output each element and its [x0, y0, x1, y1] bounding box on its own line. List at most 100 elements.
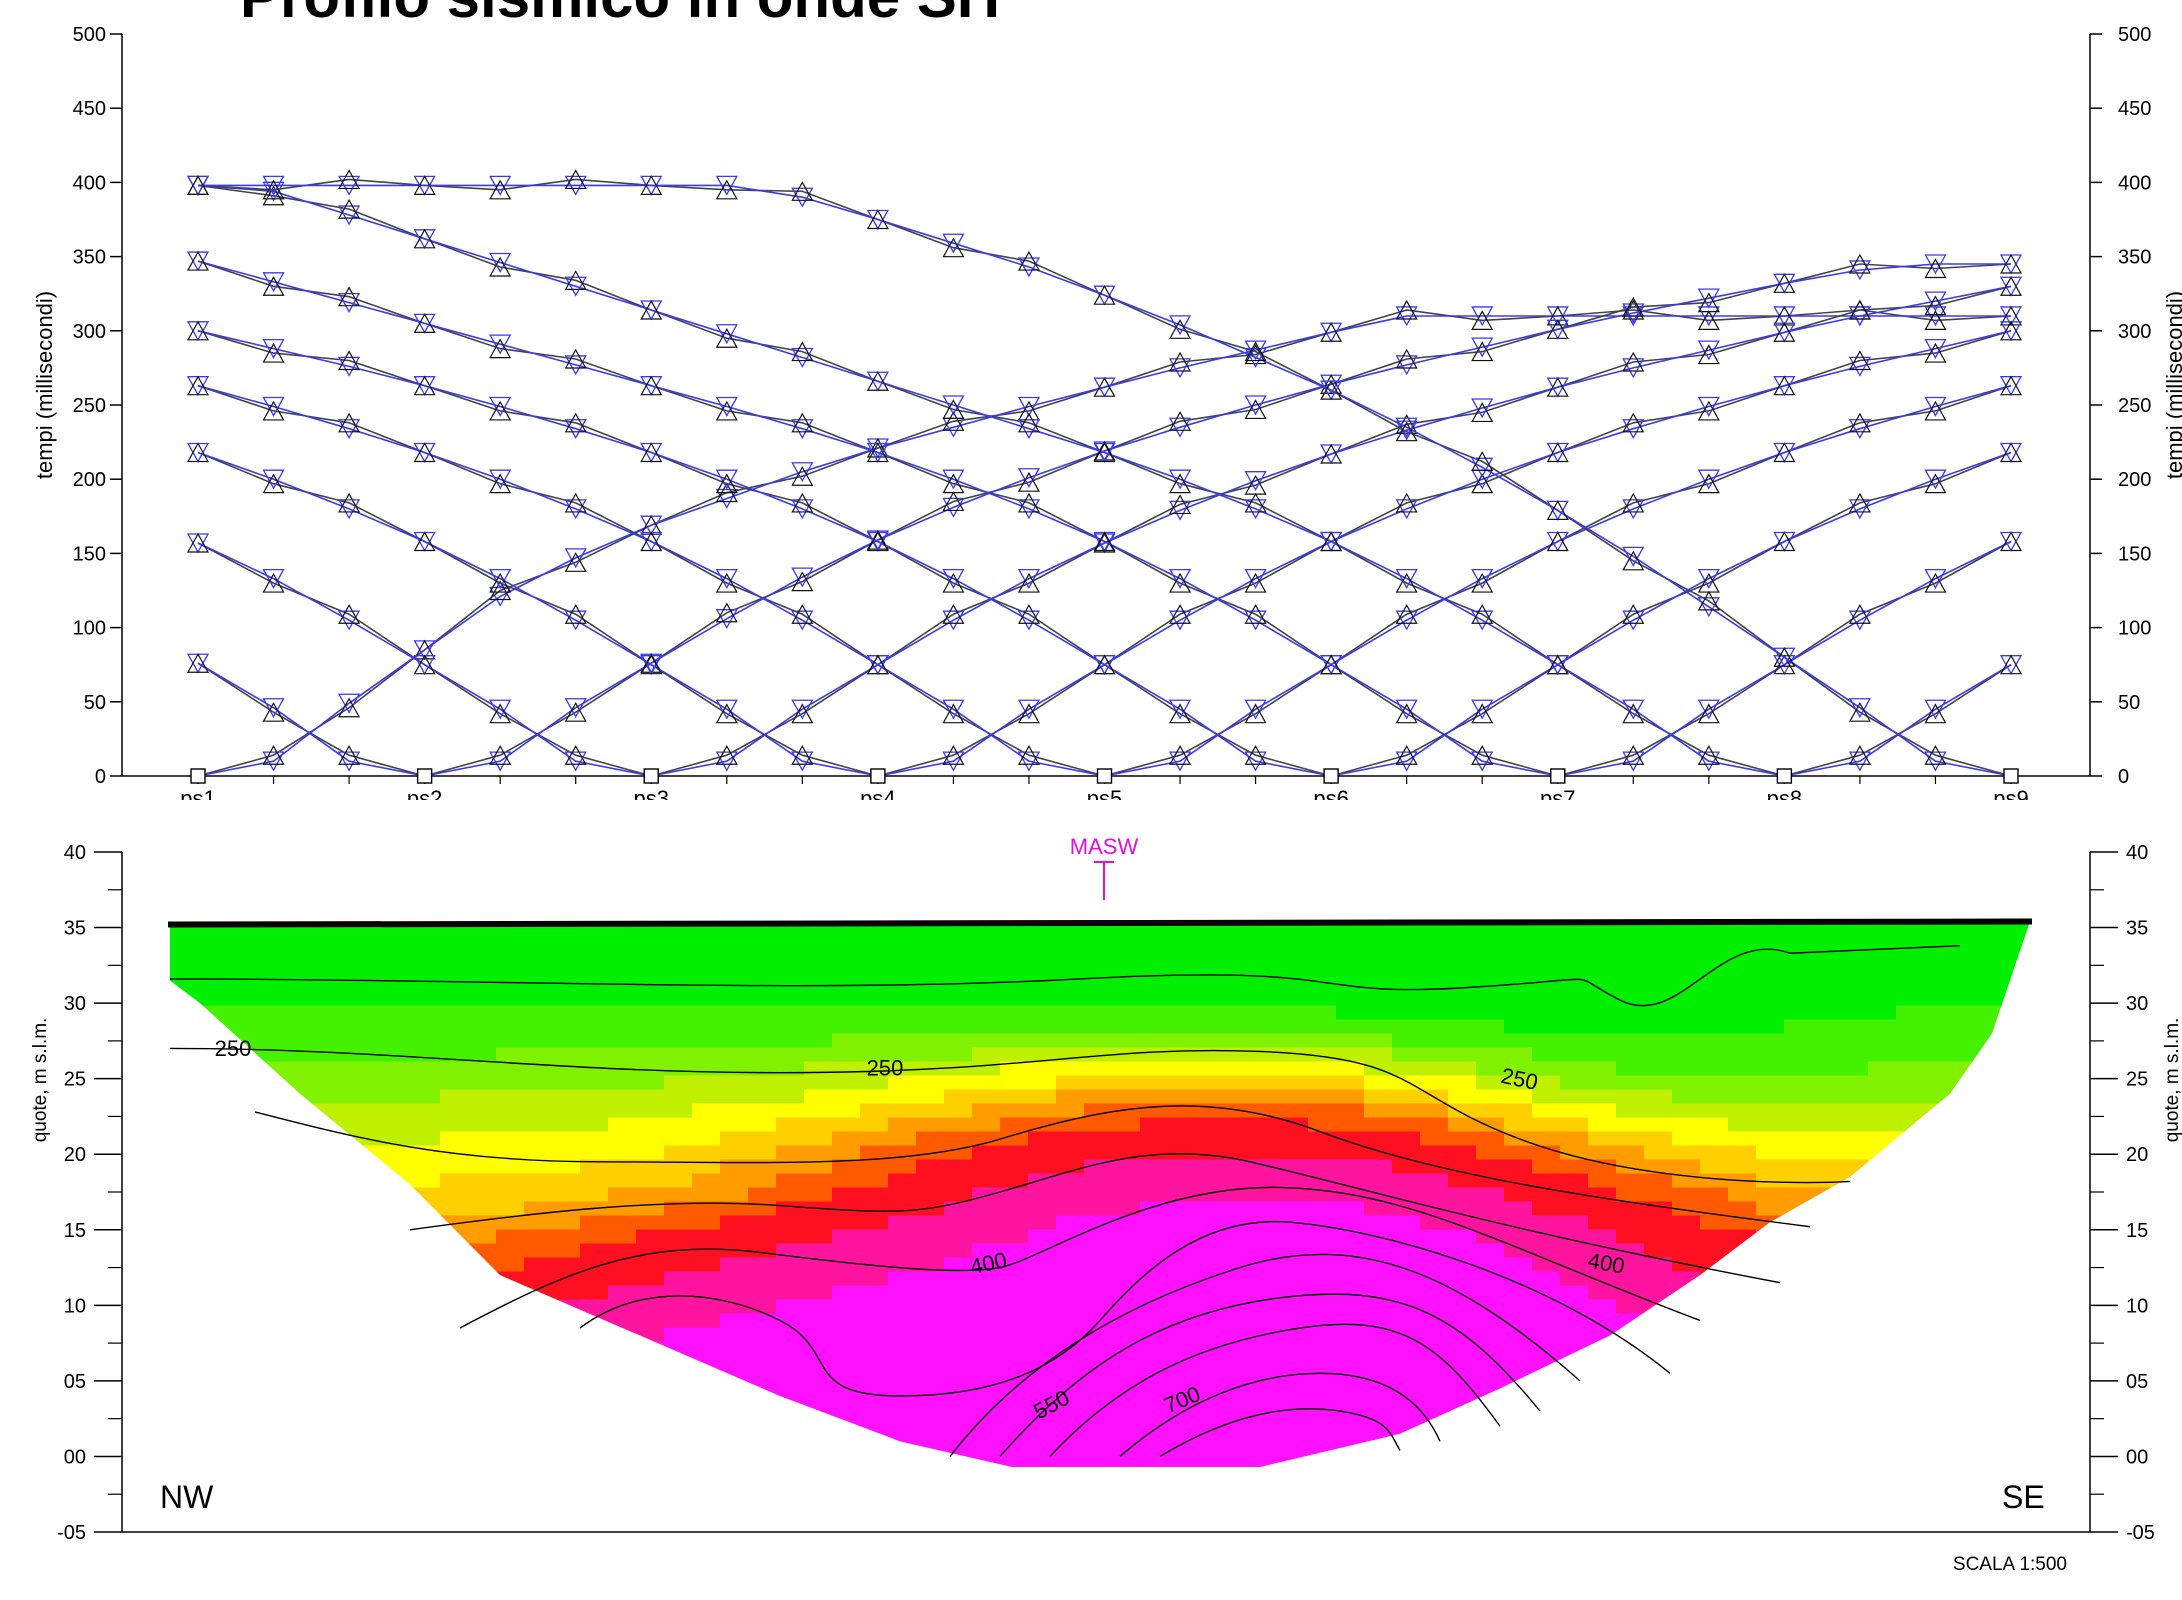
velocity-cell: [1812, 1047, 1841, 1063]
calculated-point: [1471, 457, 1494, 478]
velocity-cell: [356, 1453, 385, 1468]
velocity-cell: [804, 1061, 833, 1077]
velocity-cell: [2008, 921, 2030, 937]
velocity-cell: [384, 1047, 413, 1063]
velocity-cell: [1672, 1341, 1701, 1357]
velocity-cell: [1196, 1327, 1225, 1343]
velocity-cell: [1700, 1313, 1729, 1329]
velocity-cell: [1000, 1229, 1029, 1245]
velocity-cell: [496, 1033, 525, 1049]
velocity-cell: [468, 1327, 497, 1343]
velocity-cell: [860, 1005, 889, 1021]
velocity-cell: [636, 1369, 665, 1385]
velocity-cell: [1336, 949, 1365, 965]
velocity-cell: [720, 1005, 749, 1021]
velocity-cell: [1812, 1453, 1841, 1468]
calculated-point: [564, 610, 587, 631]
velocity-cell: [1588, 1061, 1617, 1077]
velocity-cell: [1952, 1173, 1981, 1189]
velocity-cell: [1784, 1453, 1813, 1468]
velocity-cell: [664, 1131, 693, 1147]
observed-point: [715, 572, 738, 593]
velocity-cell: [384, 935, 413, 951]
velocity-cell: [1028, 1019, 1057, 1035]
velocity-cell: [1840, 1453, 1869, 1468]
velocity-cell: [1896, 1341, 1925, 1357]
velocity-cell: [1168, 1285, 1197, 1301]
velocity-cell: [1336, 1383, 1365, 1399]
velocity-cell: [1532, 1468, 1561, 1483]
velocity-cell: [1196, 1411, 1225, 1427]
velocity-cell: [1924, 1047, 1953, 1063]
velocity-cell: [1812, 1243, 1841, 1259]
velocity-cell: [300, 1103, 329, 1119]
velocity-cell: [1168, 1355, 1197, 1371]
velocity-cell: [1980, 1397, 2009, 1413]
velocity-cell: [356, 1103, 385, 1119]
velocity-cell: [1476, 1103, 1505, 1119]
velocity-cell: [2008, 1369, 2030, 1385]
velocity-cell: [1420, 1468, 1449, 1483]
velocity-cell: [1000, 1159, 1029, 1175]
velocity-cell: [1644, 1047, 1673, 1063]
velocity-cell: [244, 1005, 273, 1021]
velocity-cell: [1420, 1369, 1449, 1385]
velocity-cell: [468, 963, 497, 979]
velocity-cell: [1112, 935, 1141, 951]
velocity-cell: [944, 1397, 973, 1413]
velocity-cell: [1784, 1117, 1813, 1133]
velocity-cell: [1112, 991, 1141, 1007]
velocity-cell: [720, 1468, 749, 1483]
velocity-cell: [1224, 1271, 1253, 1287]
velocity-cell: [1924, 1341, 1953, 1357]
observed-point: [1093, 531, 1116, 552]
velocity-cell: [1672, 1453, 1701, 1468]
velocity-cell: [2036, 1258, 2065, 1273]
velocity-cell: [1700, 1075, 1729, 1091]
velocity-cell: [1952, 1089, 1981, 1105]
velocity-cell: [1700, 1299, 1729, 1315]
velocity-cell: [1420, 1061, 1449, 1077]
observed-point: [1924, 572, 1947, 593]
velocity-cell: [608, 1285, 637, 1301]
velocity-cell: [356, 963, 385, 979]
observed-point: [338, 198, 361, 219]
velocity-cell: [944, 1187, 973, 1203]
velocity-cell: [328, 1159, 357, 1175]
velocity-cell: [2036, 1104, 2065, 1119]
velocity-cell: [664, 1411, 693, 1427]
velocity-cell: [1084, 1187, 1113, 1203]
velocity-cell: [832, 1201, 861, 1217]
observed-point: [489, 580, 512, 601]
velocity-cell: [1784, 1005, 1813, 1021]
velocity-cell: [2036, 978, 2065, 993]
observed-point: [1924, 400, 1947, 421]
velocity-cell: [1252, 1215, 1281, 1231]
velocity-cell: [1476, 1369, 1505, 1385]
velocity-cell: [1112, 1271, 1141, 1287]
velocity-cell: [720, 1271, 749, 1287]
velocity-cell: [1784, 963, 1813, 979]
velocity-cell: [1000, 1271, 1029, 1287]
velocity-cell: [496, 1215, 525, 1231]
velocity-cell: [356, 1173, 385, 1189]
velocity-cell: [1812, 1019, 1841, 1035]
observed-point: [1999, 305, 2023, 326]
velocity-cell: [1308, 1103, 1337, 1119]
velocity-cell: [1560, 1341, 1589, 1357]
velocity-cell: [356, 1341, 385, 1357]
velocity-cell: [1896, 1145, 1925, 1161]
velocity-cell: [1280, 1187, 1309, 1203]
velocity-cell: [776, 1383, 805, 1399]
velocity-cell: [524, 1271, 553, 1287]
velocity-cell: [188, 1341, 217, 1357]
velocity-cell: [412, 1453, 441, 1468]
velocity-cell: [1336, 1257, 1365, 1273]
velocity-cell: [552, 1369, 581, 1385]
velocity-cell: [1196, 963, 1225, 979]
velocity-cell: [1672, 1383, 1701, 1399]
calculated-point: [337, 499, 361, 520]
velocity-cell: [580, 1299, 609, 1315]
velocity-cell: [300, 1327, 329, 1343]
velocity-cell: [1644, 1243, 1673, 1259]
